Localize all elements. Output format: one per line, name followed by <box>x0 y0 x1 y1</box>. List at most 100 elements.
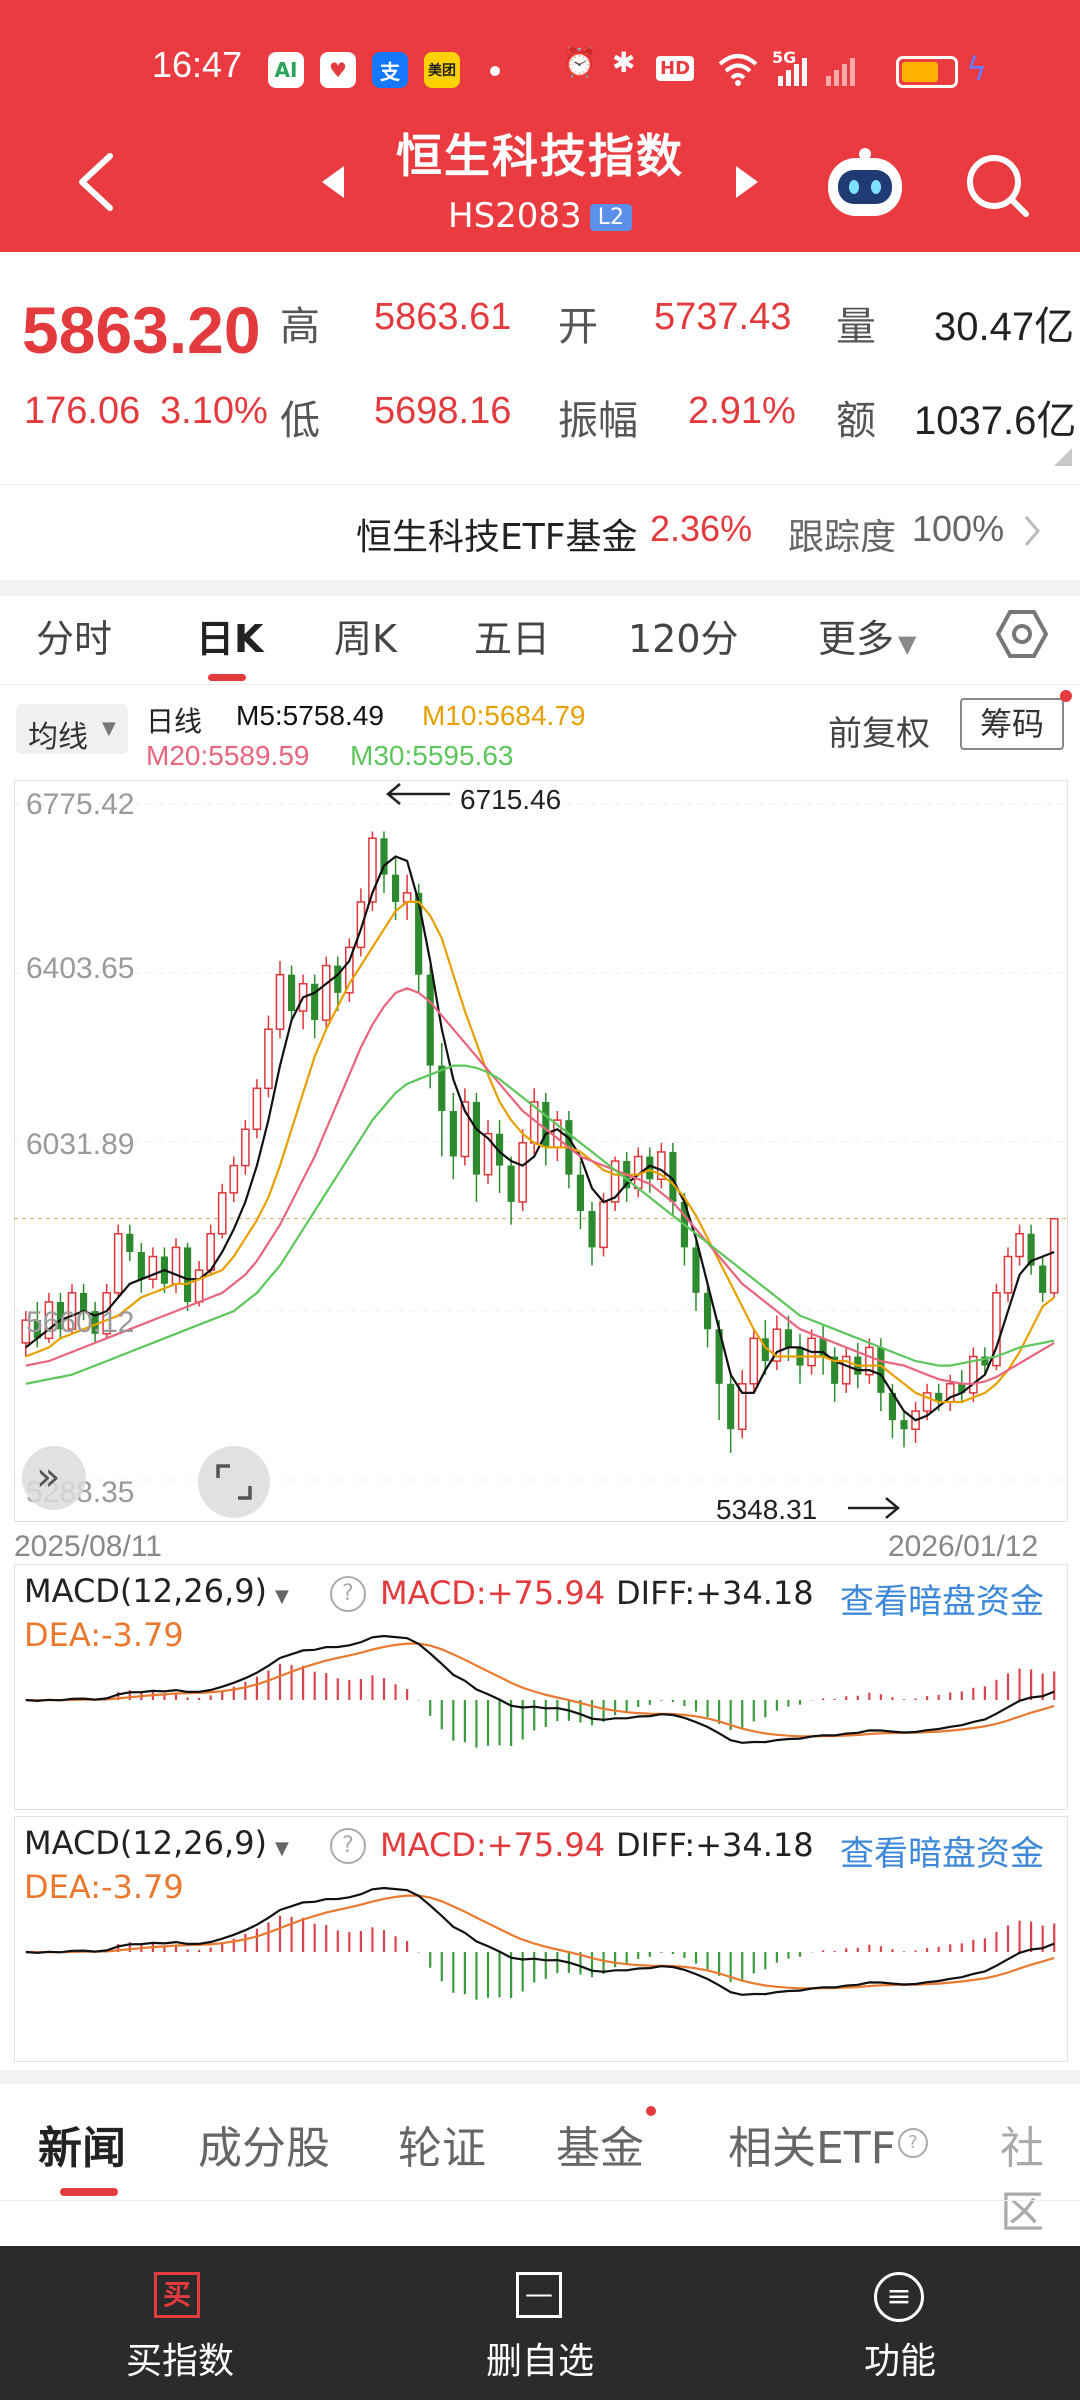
macd-panel-2[interactable] <box>14 1816 1068 2062</box>
funds-notification-dot <box>646 2106 656 2116</box>
tab-community[interactable]: 社区 <box>1000 2123 1044 2238</box>
price-change-pct: 3.10% <box>160 390 268 432</box>
menu-icon: ≡ <box>874 2272 924 2322</box>
battery-icon <box>896 56 958 88</box>
candle-body <box>44 1301 54 1340</box>
settings-hexagon-icon[interactable] <box>996 608 1048 660</box>
candle-body <box>969 1355 978 1394</box>
adjust-mode[interactable]: 前复权 <box>828 714 930 754</box>
etf-change: 2.36% <box>650 508 753 549</box>
meituan-icon: 美团 <box>424 52 460 88</box>
macd-value: MACD:+75.94 <box>380 1574 606 1612</box>
remove-watchlist-button[interactable]: — 删自选 <box>390 2246 690 2400</box>
candle-body <box>321 964 331 1021</box>
y-tick-label: 6403.65 <box>26 952 135 985</box>
candle-body <box>252 1087 262 1130</box>
tab-daily-k[interactable]: 日K <box>196 617 264 661</box>
candle-body <box>113 1233 123 1294</box>
fullscreen-button[interactable] <box>198 1446 270 1518</box>
candle-body <box>334 965 342 993</box>
candle-body <box>472 1101 481 1175</box>
candle-body <box>841 1355 851 1385</box>
tab-five-day[interactable]: 五日 <box>474 617 551 661</box>
candle-body <box>900 1420 908 1430</box>
candle-body <box>761 1338 769 1362</box>
notification-dot-icon <box>490 66 500 76</box>
dea-value: DEA:-3.79 <box>24 1868 184 1906</box>
robot-assistant-icon[interactable] <box>820 142 910 222</box>
tab-weekly-k[interactable]: 周K <box>334 617 397 661</box>
functions-button[interactable]: ≡ 功能 <box>750 2246 1050 2400</box>
kline-panel[interactable] <box>14 780 1068 1522</box>
tab-120min[interactable]: 120分 <box>628 617 739 661</box>
macd-selector[interactable]: MACD(12,26,9) ▼ <box>24 1824 289 1862</box>
candle-body <box>56 1301 65 1330</box>
remove-watchlist-icon: — <box>516 2272 562 2318</box>
x-end-label: 2026/01/12 <box>888 1530 1039 1563</box>
low-annotation: 5348.31 <box>716 1494 818 1525</box>
amount-label: 额 <box>836 398 876 444</box>
tabs-divider <box>0 2200 1080 2201</box>
x-start-label: 2025/08/11 <box>14 1530 162 1563</box>
network-type: 5G <box>772 48 797 67</box>
candle-body <box>749 1337 759 1385</box>
candle-body <box>865 1346 874 1376</box>
candle-body <box>33 1320 41 1339</box>
double-chevron-right-icon: » <box>36 1454 61 1500</box>
charging-icon: ϟ <box>966 50 988 88</box>
tab-related-etf[interactable]: 相关ETF <box>728 2123 896 2174</box>
level2-badge: L2 <box>589 204 632 231</box>
expand-sidebar-button[interactable]: » <box>22 1446 86 1510</box>
prev-index-icon[interactable] <box>318 164 348 200</box>
volume-label: 量 <box>836 304 876 350</box>
y-tick-label: 6031.89 <box>26 1128 135 1161</box>
tab-funds[interactable]: 基金 <box>556 2123 644 2174</box>
bottom-action-bar <box>0 2246 1080 2400</box>
candle-body <box>137 1251 145 1280</box>
next-index-icon[interactable] <box>732 164 762 200</box>
amplitude-value: 2.91% <box>688 390 796 432</box>
search-icon[interactable] <box>962 150 1032 220</box>
dark-pool-link[interactable]: 查看暗盘资金 <box>840 1582 1044 1622</box>
candle-body <box>518 1142 527 1203</box>
candle-body <box>495 1133 504 1166</box>
candle-body <box>183 1247 192 1302</box>
candle-body <box>426 974 434 1066</box>
kline-chart[interactable] <box>14 780 1066 1520</box>
candle-body <box>981 1356 989 1366</box>
dea-line <box>25 1894 1055 1990</box>
macd-chart-1 <box>25 1634 1056 1748</box>
candle-body <box>415 892 423 975</box>
candle-body <box>669 1151 677 1202</box>
ma-line-m5 <box>25 855 1055 1422</box>
tab-news[interactable]: 新闻 <box>38 2123 126 2174</box>
help-icon[interactable]: ? <box>898 2128 928 2158</box>
expand-corner-icon[interactable] <box>1054 448 1072 466</box>
candle-body <box>264 1028 273 1090</box>
macd-panel-1[interactable] <box>14 1564 1068 1810</box>
amplitude-label: 振幅 <box>558 398 638 444</box>
ma20-value: M20:5589.59 <box>146 740 310 771</box>
help-icon[interactable]: ? <box>330 1828 366 1864</box>
header-bar <box>0 0 1080 252</box>
etf-name: 恒生科技ETF基金 <box>356 517 638 558</box>
tab-intraday[interactable]: 分时 <box>36 617 113 661</box>
high-annotation: 6715.46 <box>460 784 562 815</box>
ma-selector[interactable]: 均线 ▼ <box>16 704 128 755</box>
back-icon[interactable] <box>72 150 122 214</box>
macd-selector[interactable]: MACD(12,26,9) ▼ <box>24 1572 289 1610</box>
candle-body <box>599 1201 608 1249</box>
dark-pool-link[interactable]: 查看暗盘资金 <box>840 1834 1044 1874</box>
candle-body <box>449 1111 457 1157</box>
tab-warrants[interactable]: 轮证 <box>398 2123 486 2174</box>
candle-body <box>819 1338 827 1357</box>
dropdown-arrow-icon: ▼ <box>898 630 917 658</box>
help-icon[interactable]: ? <box>330 1576 366 1612</box>
tab-constituents[interactable]: 成分股 <box>198 2123 330 2174</box>
chips-button[interactable]: 筹码 <box>960 698 1064 750</box>
candle-body <box>275 973 285 1030</box>
buy-index-button[interactable]: 买 买指数 <box>30 2246 330 2400</box>
index-code: HS2083 L2 <box>0 196 1080 236</box>
etf-row[interactable] <box>0 484 1080 581</box>
tab-more[interactable]: 更多 ▼ <box>818 617 917 661</box>
